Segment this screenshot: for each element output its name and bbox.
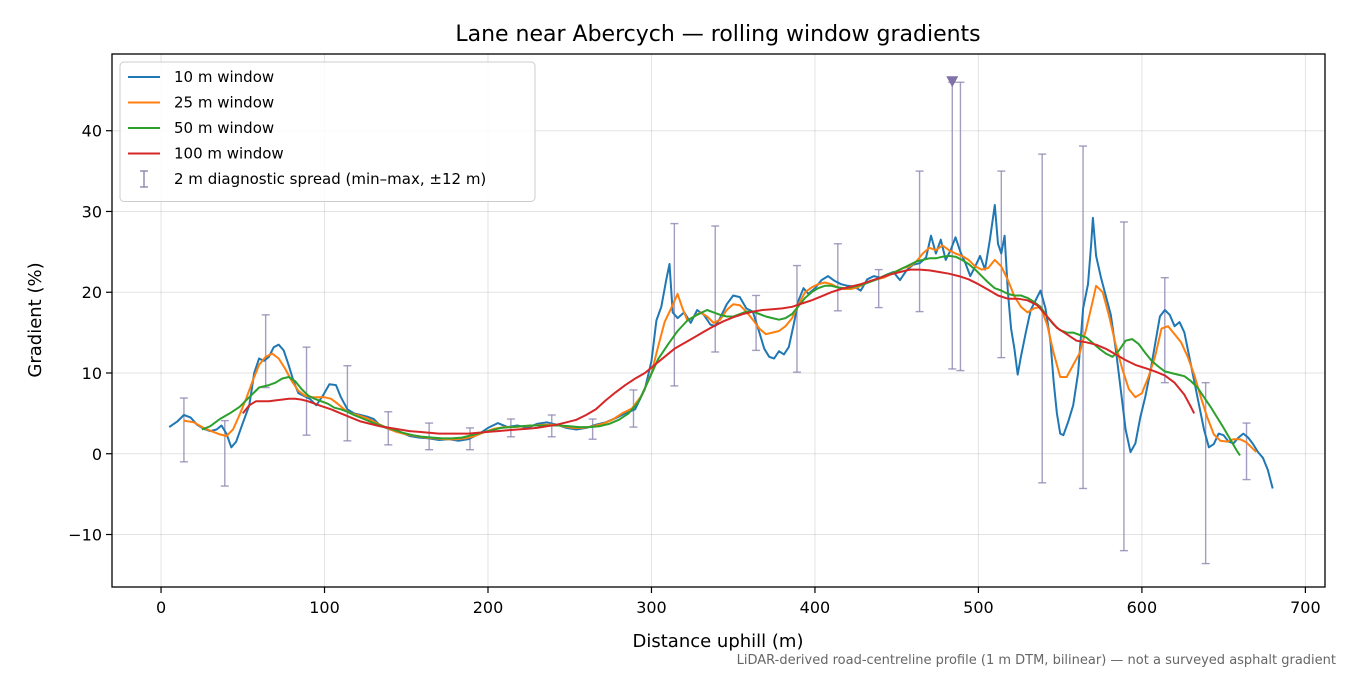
errorbar bbox=[874, 268, 883, 309]
x-tick-label: 0 bbox=[156, 598, 166, 617]
legend-entry: 25 m window bbox=[128, 94, 274, 112]
legend: 10 m window 25 m window 50 m window 100 m w… bbox=[119, 61, 536, 202]
x-tick-label: 300 bbox=[636, 598, 667, 617]
errorbar bbox=[179, 397, 188, 463]
errorbar bbox=[261, 314, 270, 389]
errorbar bbox=[948, 81, 957, 370]
series-lines bbox=[168, 204, 1274, 489]
max-marker bbox=[946, 76, 959, 88]
x-tick-label: 600 bbox=[1127, 598, 1158, 617]
axis-ticks: 0 100 200 300 400 500 600 700 −10 0 10 20 30 40 bbox=[68, 122, 1320, 617]
errorbar bbox=[833, 243, 842, 312]
legend-label: 100 m window bbox=[174, 145, 284, 163]
legend-box bbox=[119, 61, 536, 202]
legend-label: 25 m window bbox=[174, 94, 274, 112]
series-line-3 bbox=[201, 254, 1241, 456]
errorbar bbox=[711, 225, 720, 353]
x-tick-label: 500 bbox=[963, 598, 994, 617]
x-tick-label: 100 bbox=[309, 598, 340, 617]
series-line-1 bbox=[168, 204, 1274, 489]
errorbar bbox=[1160, 276, 1169, 384]
errorbar bbox=[997, 170, 1006, 359]
errorbar bbox=[343, 365, 352, 442]
y-tick-label: 0 bbox=[92, 445, 102, 464]
errorbar bbox=[670, 222, 679, 387]
errorbar bbox=[792, 264, 801, 373]
x-tick-label: 200 bbox=[473, 598, 504, 617]
y-tick-label: 10 bbox=[82, 364, 102, 383]
errorbar bbox=[1119, 221, 1128, 552]
errorbar bbox=[1038, 153, 1047, 484]
footnote: LiDAR-derived road-centreline profile (1… bbox=[737, 653, 1336, 668]
y-tick-label: 20 bbox=[82, 283, 102, 302]
plot-frame bbox=[111, 53, 1326, 588]
x-tick-label: 400 bbox=[800, 598, 831, 617]
legend-label: 50 m window bbox=[174, 119, 274, 137]
errorbar bbox=[1242, 422, 1251, 481]
legend-entry: 2 m diagnostic spread (min–max, ±12 m) bbox=[140, 170, 486, 188]
y-tick-label: −10 bbox=[68, 526, 102, 545]
errorbar bbox=[956, 81, 965, 372]
chart-title: Lane near Abercych — rolling window grad… bbox=[455, 22, 980, 47]
x-axis-label: Distance uphill (m) bbox=[633, 631, 804, 652]
y-tick-label: 40 bbox=[82, 122, 102, 141]
legend-entry: 100 m window bbox=[128, 145, 284, 163]
errorbar bbox=[588, 418, 597, 440]
y-tick-label: 30 bbox=[82, 202, 102, 221]
legend-entry: 10 m window bbox=[128, 68, 274, 86]
x-tick-label: 700 bbox=[1290, 598, 1321, 617]
legend-entry: 50 m window bbox=[128, 119, 274, 137]
series-line-4 bbox=[242, 268, 1196, 435]
y-axis-label: Gradient (%) bbox=[25, 262, 46, 377]
errorbar bbox=[915, 170, 924, 313]
errorbar bbox=[302, 346, 311, 436]
legend-label: 10 m window bbox=[174, 68, 274, 86]
series-line-2 bbox=[183, 244, 1258, 453]
legend-label: 2 m diagnostic spread (min–max, ±12 m) bbox=[174, 170, 486, 188]
max-marker-triangle bbox=[946, 76, 959, 88]
